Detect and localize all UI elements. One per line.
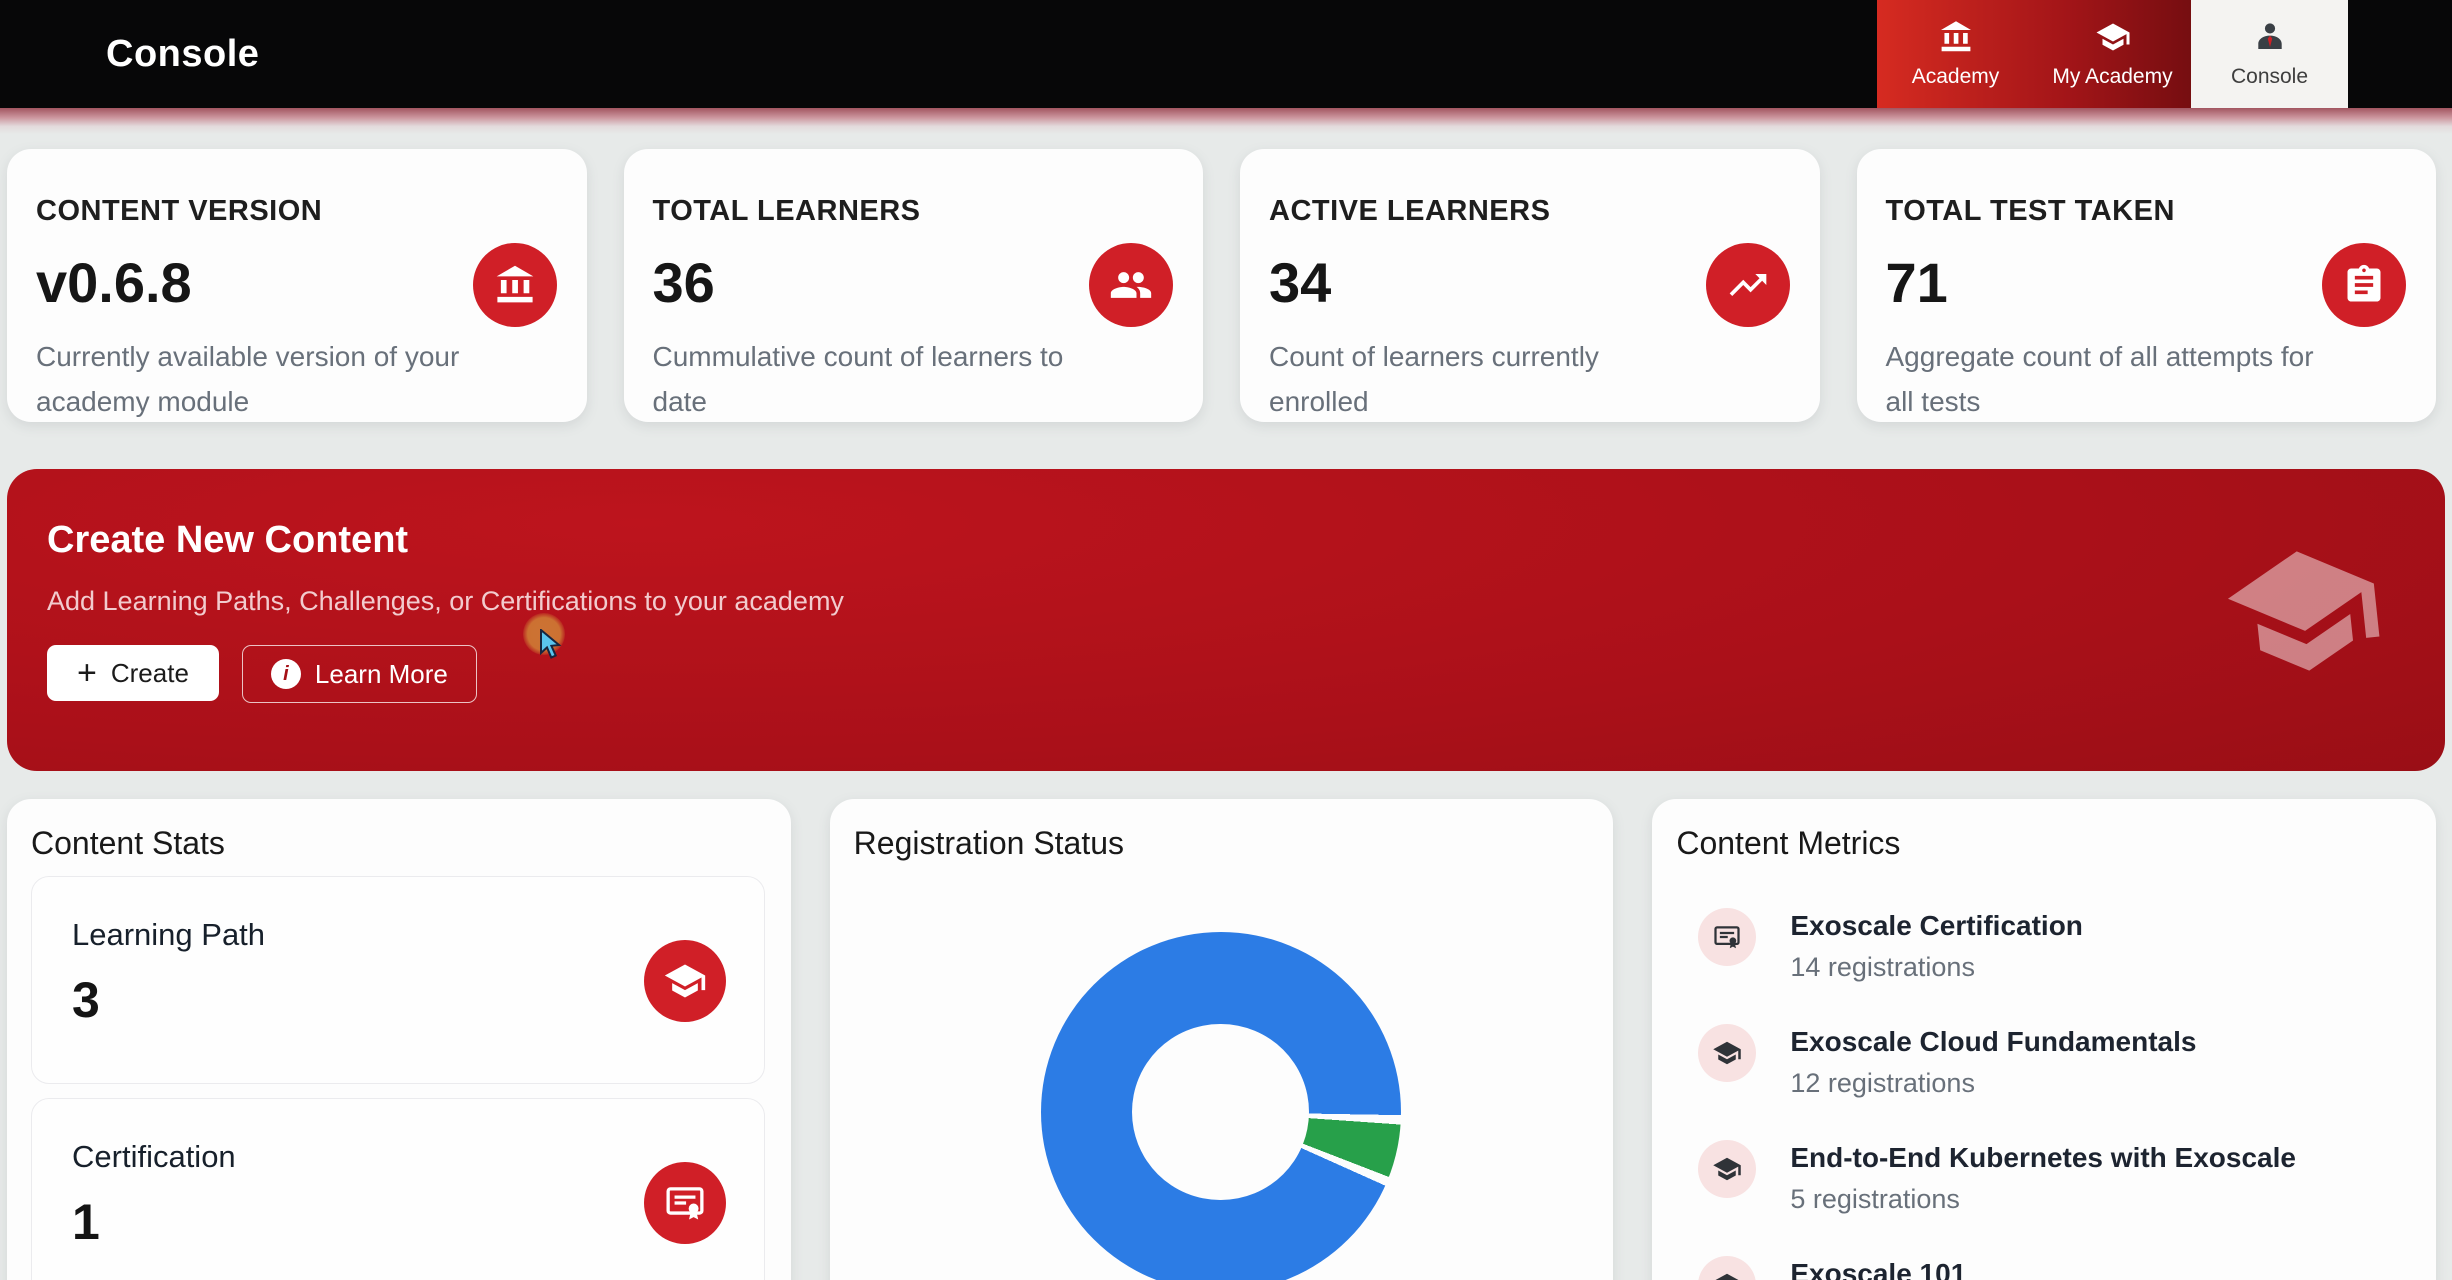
stat-value: 34 xyxy=(1269,251,1332,314)
stat-description: Currently available version of your acad… xyxy=(36,341,460,417)
registration-donut xyxy=(1040,932,1401,1280)
stat-card-total-test-taken: TOTAL TEST TAKEN 71 Aggregate count of a… xyxy=(1856,149,2436,422)
graduation-cap-icon xyxy=(2215,523,2391,699)
tab-my-academy[interactable]: My Academy xyxy=(2034,0,2191,108)
metric-title: End-to-End Kubernetes with Exoscale xyxy=(1790,1142,2296,1173)
create-button-label: Create xyxy=(110,657,189,688)
banner-subtitle: Add Learning Paths, Challenges, or Certi… xyxy=(47,586,844,616)
stat-card-total-learners: TOTAL LEARNERS 36 Cummulative count of l… xyxy=(623,149,1203,422)
person-icon xyxy=(2252,19,2288,55)
graduation-cap-icon xyxy=(643,940,726,1022)
certification-stat: Certification 1 xyxy=(31,1098,765,1280)
content-metrics-card: Content Metrics Exoscale Certificatio xyxy=(1652,799,2437,1280)
stat-description: Aggregate count of all attempts for all … xyxy=(1885,341,2314,417)
content-metrics-title: Content Metrics xyxy=(1676,825,1901,861)
metric-item-exoscale-101[interactable]: Exoscale 101 xyxy=(1698,1256,2410,1280)
stat-description: Cummulative count of learners to date xyxy=(652,341,1064,417)
stat-label: TOTAL LEARNERS xyxy=(652,195,921,227)
stat-label: CONTENT VERSION xyxy=(36,195,323,227)
stat-value: 3 xyxy=(72,972,100,1028)
stat-value: 1 xyxy=(72,1194,100,1250)
banner-buttons: + Create i Learn More xyxy=(47,645,477,703)
banner-title: Create New Content xyxy=(47,519,409,561)
graduation-cap-icon xyxy=(2095,19,2131,55)
certificate-icon xyxy=(1698,908,1757,966)
donut-chart-area xyxy=(854,862,1588,1280)
stat-label: Certification xyxy=(72,1139,236,1174)
graduation-cap-icon xyxy=(1698,1256,1757,1280)
learn-more-label: Learn More xyxy=(314,658,448,689)
info-icon: i xyxy=(270,659,301,689)
app-title: Console xyxy=(106,32,260,75)
stat-value: v0.6.8 xyxy=(36,251,192,314)
tab-label: Console xyxy=(2230,65,2309,88)
graduation-cap-icon xyxy=(1698,1024,1757,1082)
metric-registrations: 12 registrations xyxy=(1790,1068,1975,1098)
metric-registrations: 5 registrations xyxy=(1790,1184,1960,1214)
stat-card-active-learners: ACTIVE LEARNERS 34 Count of learners cur… xyxy=(1240,149,1820,422)
create-content-banner: Create New Content Add Learning Paths, C… xyxy=(7,469,2445,771)
stat-label: TOTAL TEST TAKEN xyxy=(1885,195,2175,227)
donut-hole xyxy=(1132,1023,1309,1201)
metric-registrations: 14 registrations xyxy=(1790,952,1975,982)
content-stats-card: Content Stats Learning Path 3 Certificat… xyxy=(7,799,791,1280)
metric-title: Exoscale 101 xyxy=(1790,1258,1967,1280)
bank-icon xyxy=(472,243,557,327)
metric-item-cloud-fundamentals[interactable]: Exoscale Cloud Fundamentals 12 registrat… xyxy=(1698,1024,2410,1116)
bottom-cards-row: Content Stats Learning Path 3 Certificat… xyxy=(0,799,2452,1280)
tab-console[interactable]: Console xyxy=(2191,0,2348,108)
create-button[interactable]: + Create xyxy=(47,645,219,701)
metric-title: Exoscale Cloud Fundamentals xyxy=(1790,1026,2197,1057)
mouse-cursor xyxy=(539,627,565,661)
tab-label: Academy xyxy=(1911,65,2000,88)
stat-label: ACTIVE LEARNERS xyxy=(1269,195,1551,227)
registration-status-title: Registration Status xyxy=(853,825,1125,861)
learning-path-stat: Learning Path 3 xyxy=(31,876,765,1084)
stat-label: Learning Path xyxy=(72,917,266,952)
trending-up-icon xyxy=(1705,243,1790,327)
bank-icon xyxy=(1938,19,1974,55)
stat-card-content-version: CONTENT VERSION v0.6.8 Currently availab… xyxy=(7,149,587,422)
stat-value: 36 xyxy=(652,251,715,314)
graduation-cap-icon xyxy=(1698,1140,1757,1198)
stat-cards-row: CONTENT VERSION v0.6.8 Currently availab… xyxy=(0,149,2452,422)
metric-title: Exoscale Certification xyxy=(1790,910,2083,941)
stat-description: Count of learners currently enrolled xyxy=(1269,341,1599,417)
metric-list: Exoscale Certification 14 registrations … xyxy=(1698,908,2410,1280)
stat-value: 71 xyxy=(1885,251,1948,314)
learn-more-button[interactable]: i Learn More xyxy=(241,645,477,703)
certificate-icon xyxy=(643,1162,726,1244)
metric-item-kubernetes[interactable]: End-to-End Kubernetes with Exoscale 5 re… xyxy=(1698,1140,2410,1232)
header-accent-strip xyxy=(0,108,2452,134)
registration-status-card: Registration Status xyxy=(829,799,1614,1280)
tab-academy[interactable]: Academy xyxy=(1877,0,2034,108)
header-nav: Academy My Academy Console xyxy=(1877,0,2348,108)
people-icon xyxy=(1089,243,1173,327)
metric-item-exoscale-certification[interactable]: Exoscale Certification 14 registrations xyxy=(1698,908,2410,1000)
content-stats-title: Content Stats xyxy=(31,825,225,861)
tab-label: My Academy xyxy=(2052,65,2173,88)
clipboard-icon xyxy=(2322,243,2406,327)
top-header: Console Academy My Academy xyxy=(0,0,2452,108)
